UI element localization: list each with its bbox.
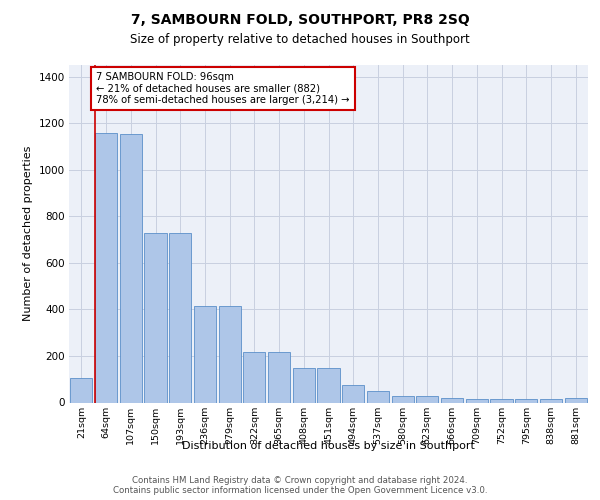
Bar bbox=[293, 368, 315, 402]
Bar bbox=[342, 385, 364, 402]
Bar bbox=[70, 378, 92, 402]
Bar bbox=[441, 398, 463, 402]
Y-axis label: Number of detached properties: Number of detached properties bbox=[23, 146, 33, 322]
Bar bbox=[95, 132, 117, 402]
Bar bbox=[169, 232, 191, 402]
Text: Distribution of detached houses by size in Southport: Distribution of detached houses by size … bbox=[182, 441, 475, 451]
Bar bbox=[392, 396, 414, 402]
Bar bbox=[194, 306, 216, 402]
Bar bbox=[515, 399, 538, 402]
Bar bbox=[540, 399, 562, 402]
Bar bbox=[317, 368, 340, 402]
Text: 7 SAMBOURN FOLD: 96sqm
← 21% of detached houses are smaller (882)
78% of semi-de: 7 SAMBOURN FOLD: 96sqm ← 21% of detached… bbox=[96, 72, 350, 105]
Bar bbox=[218, 306, 241, 402]
Bar bbox=[367, 391, 389, 402]
Bar bbox=[416, 396, 439, 402]
Text: 7, SAMBOURN FOLD, SOUTHPORT, PR8 2SQ: 7, SAMBOURN FOLD, SOUTHPORT, PR8 2SQ bbox=[131, 12, 469, 26]
Text: Size of property relative to detached houses in Southport: Size of property relative to detached ho… bbox=[130, 32, 470, 46]
Bar bbox=[490, 399, 512, 402]
Bar bbox=[243, 352, 265, 403]
Bar bbox=[466, 399, 488, 402]
Bar bbox=[268, 352, 290, 403]
Bar bbox=[565, 398, 587, 402]
Bar bbox=[119, 134, 142, 402]
Bar bbox=[145, 232, 167, 402]
Text: Contains HM Land Registry data © Crown copyright and database right 2024.
Contai: Contains HM Land Registry data © Crown c… bbox=[113, 476, 487, 496]
